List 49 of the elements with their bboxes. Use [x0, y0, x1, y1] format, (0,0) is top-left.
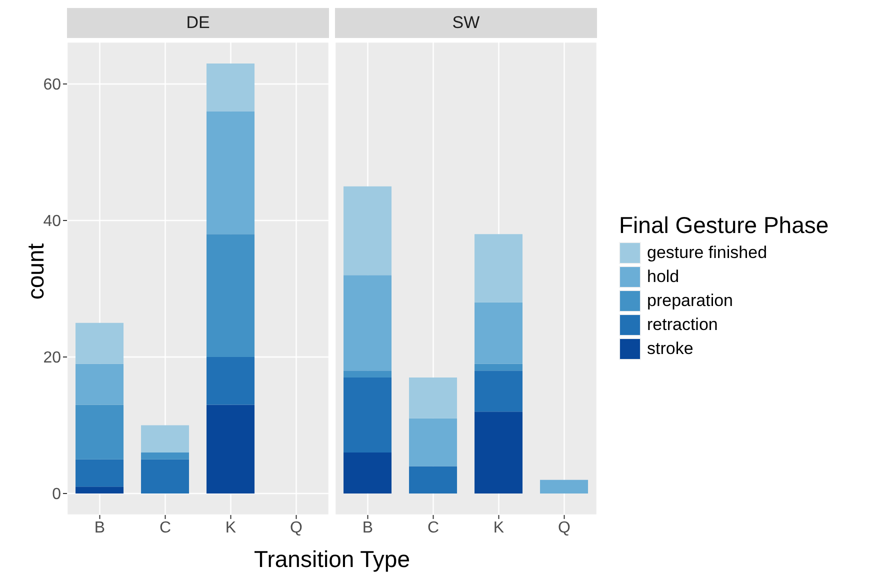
legend-label: preparation: [647, 291, 734, 311]
bar: [474, 364, 523, 371]
bar: [206, 111, 255, 234]
bar: [76, 364, 124, 405]
x-axis-title: Transition Type: [253, 546, 411, 573]
x-tick-label: K: [493, 519, 504, 536]
bar: [474, 370, 523, 412]
bar: [344, 186, 392, 276]
bar: [344, 370, 392, 378]
y-tick-label: 60: [43, 76, 62, 94]
bar: [206, 64, 255, 112]
bar: [474, 302, 523, 364]
bar: [344, 452, 392, 494]
bar: [76, 486, 124, 494]
legend-label: hold: [647, 267, 680, 287]
x-tick-label: Q: [290, 519, 302, 536]
bar: [206, 234, 255, 357]
bar: [409, 377, 458, 418]
bar: [76, 459, 124, 487]
y-tick-label: 40: [43, 213, 62, 230]
x-tick-label: Q: [558, 519, 570, 536]
bar: [344, 275, 392, 371]
bar: [474, 412, 523, 494]
bar: [141, 425, 190, 453]
bar: [206, 356, 255, 405]
legend-label: retraction: [647, 315, 718, 335]
chart-title: SW: [335, 8, 597, 38]
bar: [540, 480, 588, 494]
legend-label: gesture finished: [647, 243, 768, 263]
bar: [206, 404, 255, 494]
chart-title: DE: [67, 8, 329, 38]
bar: [344, 377, 392, 453]
bar: [141, 459, 190, 494]
x-tick-label: C: [427, 519, 440, 536]
bar: [409, 466, 458, 494]
bar: [474, 234, 523, 302]
x-tick-label: B: [362, 519, 374, 536]
y-tick-label: 0: [52, 486, 62, 504]
legend-label: stroke: [647, 339, 694, 359]
bar: [141, 452, 190, 460]
bar: [409, 418, 458, 466]
y-tick-label: 20: [43, 350, 62, 367]
bar: [76, 404, 124, 460]
x-tick-label: C: [159, 519, 172, 536]
x-tick-label: K: [225, 519, 236, 536]
y-axis-title: count: [22, 242, 50, 302]
x-tick-label: B: [94, 519, 106, 536]
bar: [76, 322, 124, 364]
legend-title: Final Gesture Phase: [619, 212, 829, 239]
